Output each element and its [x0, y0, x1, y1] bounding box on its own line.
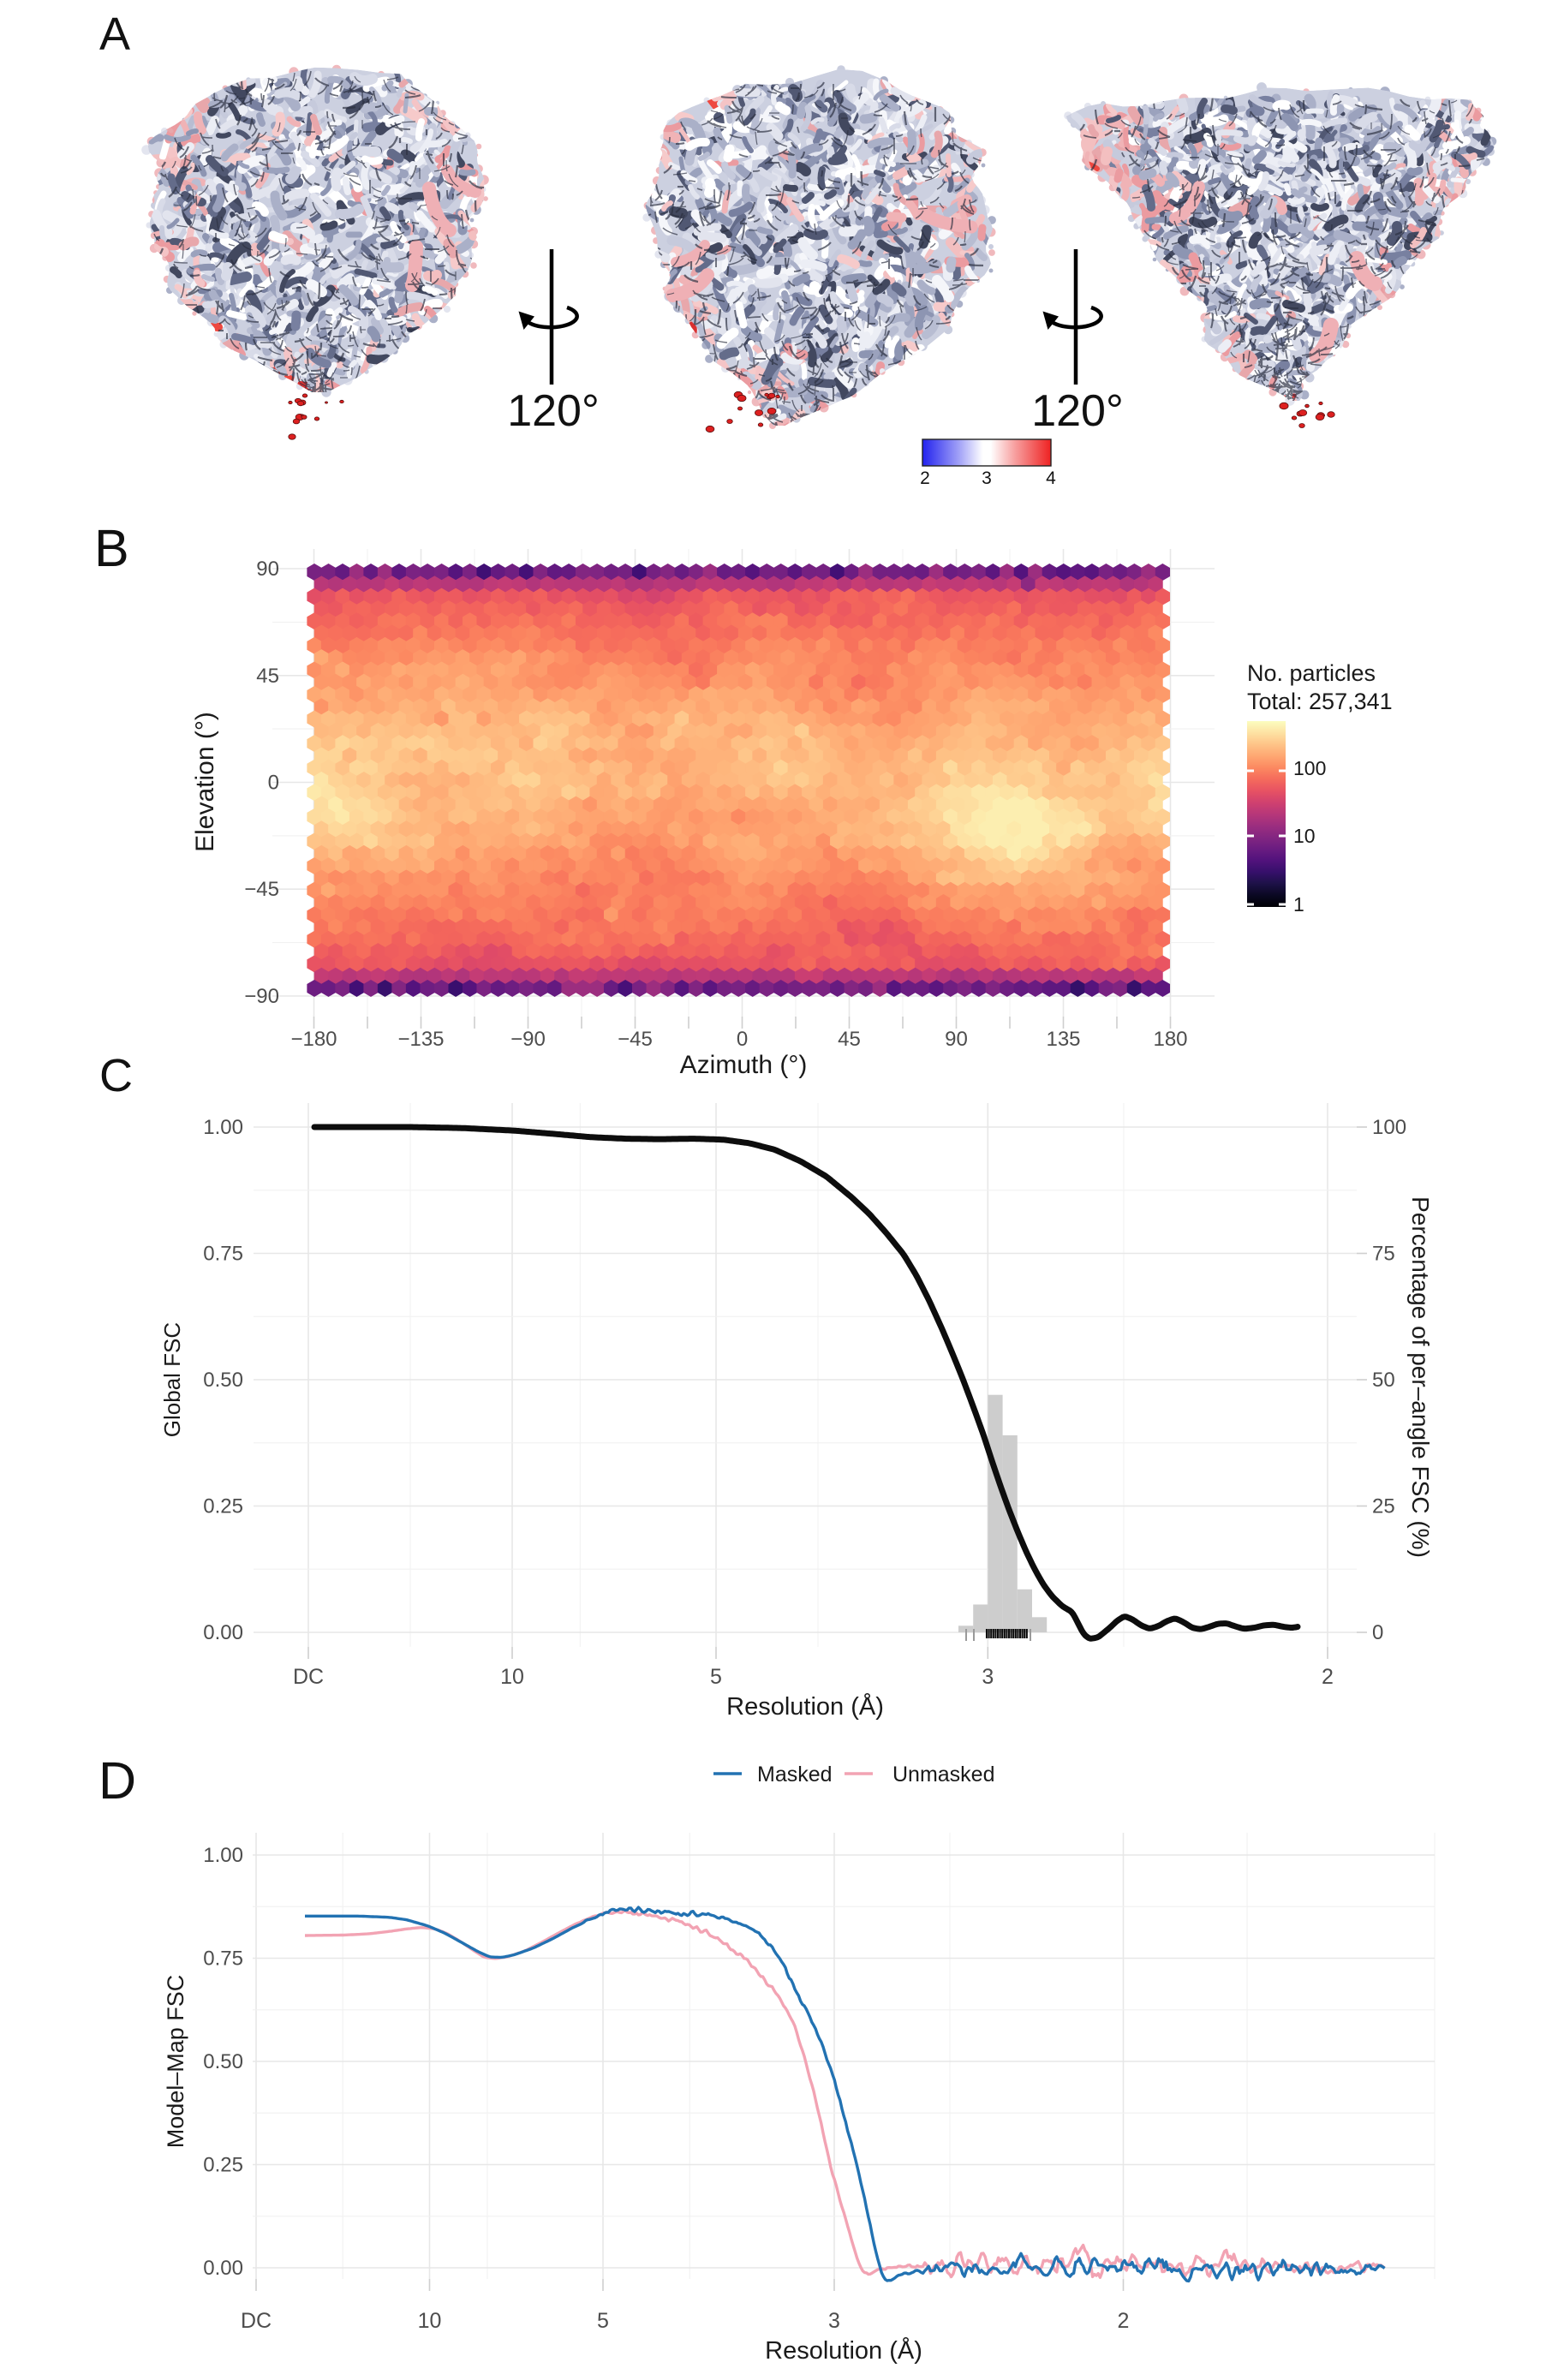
svg-text:135: 135	[1046, 1028, 1080, 1051]
svg-text:−180: −180	[290, 1028, 337, 1051]
svg-text:10: 10	[1293, 825, 1316, 847]
svg-text:A: A	[99, 9, 130, 60]
svg-text:3: 3	[982, 468, 992, 488]
svg-text:−90: −90	[244, 985, 279, 1008]
svg-text:90: 90	[256, 558, 279, 581]
svg-text:2: 2	[1118, 2309, 1130, 2333]
svg-text:50: 50	[1372, 1369, 1395, 1392]
svg-text:45: 45	[256, 665, 279, 688]
svg-text:180: 180	[1153, 1028, 1187, 1051]
svg-text:Global FSC: Global FSC	[159, 1322, 185, 1437]
svg-text:0: 0	[737, 1028, 748, 1051]
svg-text:10: 10	[418, 2309, 442, 2333]
svg-text:0.75: 0.75	[203, 1243, 243, 1266]
svg-text:Resolution (Å): Resolution (Å)	[765, 2336, 922, 2365]
svg-text:3: 3	[982, 1665, 994, 1689]
svg-text:3: 3	[828, 2309, 840, 2333]
svg-text:120°: 120°	[507, 386, 600, 436]
svg-text:5: 5	[710, 1665, 722, 1689]
svg-text:4: 4	[1046, 468, 1056, 488]
svg-text:Resolution (Å): Resolution (Å)	[726, 1692, 884, 1721]
svg-text:0.00: 0.00	[203, 1621, 243, 1644]
svg-text:120°: 120°	[1031, 386, 1124, 436]
svg-text:Total: 257,341: Total: 257,341	[1247, 689, 1393, 714]
svg-text:Unmasked: Unmasked	[892, 1763, 995, 1786]
svg-text:−90: −90	[510, 1028, 546, 1051]
svg-text:0: 0	[1372, 1621, 1383, 1644]
svg-text:90: 90	[945, 1028, 968, 1051]
svg-text:5: 5	[597, 2309, 609, 2333]
svg-text:−135: −135	[397, 1028, 444, 1051]
svg-text:1.00: 1.00	[203, 1844, 243, 1867]
svg-text:Percentage of per–angle FSC (%: Percentage of per–angle FSC (%)	[1407, 1196, 1434, 1558]
svg-text:100: 100	[1293, 757, 1326, 779]
svg-text:0: 0	[268, 772, 279, 795]
svg-text:Elevation (°): Elevation (°)	[191, 712, 219, 852]
svg-text:DC: DC	[241, 2309, 272, 2333]
svg-text:0.50: 0.50	[203, 2050, 243, 2073]
svg-text:D: D	[98, 1751, 136, 1810]
svg-text:DC: DC	[293, 1665, 324, 1689]
svg-text:45: 45	[838, 1028, 861, 1051]
svg-text:1.00: 1.00	[203, 1116, 243, 1139]
svg-text:75: 75	[1372, 1243, 1395, 1266]
svg-text:0.50: 0.50	[203, 1369, 243, 1392]
svg-text:No. particles: No. particles	[1247, 660, 1376, 686]
svg-text:0.00: 0.00	[203, 2257, 243, 2280]
svg-text:25: 25	[1372, 1495, 1395, 1518]
svg-text:0.75: 0.75	[203, 1948, 243, 1971]
svg-text:2: 2	[920, 468, 930, 488]
svg-text:−45: −45	[244, 878, 279, 901]
svg-text:0.25: 0.25	[203, 2154, 243, 2177]
svg-text:−45: −45	[618, 1028, 653, 1051]
svg-text:Azimuth (°): Azimuth (°)	[680, 1051, 808, 1079]
svg-text:0.25: 0.25	[203, 1495, 243, 1518]
svg-text:C: C	[99, 1050, 133, 1101]
svg-text:2: 2	[1322, 1665, 1334, 1689]
svg-text:1: 1	[1293, 893, 1304, 916]
svg-text:100: 100	[1372, 1116, 1406, 1139]
svg-text:B: B	[94, 519, 129, 577]
svg-text:Model–Map FSC: Model–Map FSC	[163, 1975, 188, 2149]
svg-text:10: 10	[500, 1665, 524, 1689]
svg-text:Masked: Masked	[757, 1763, 833, 1786]
